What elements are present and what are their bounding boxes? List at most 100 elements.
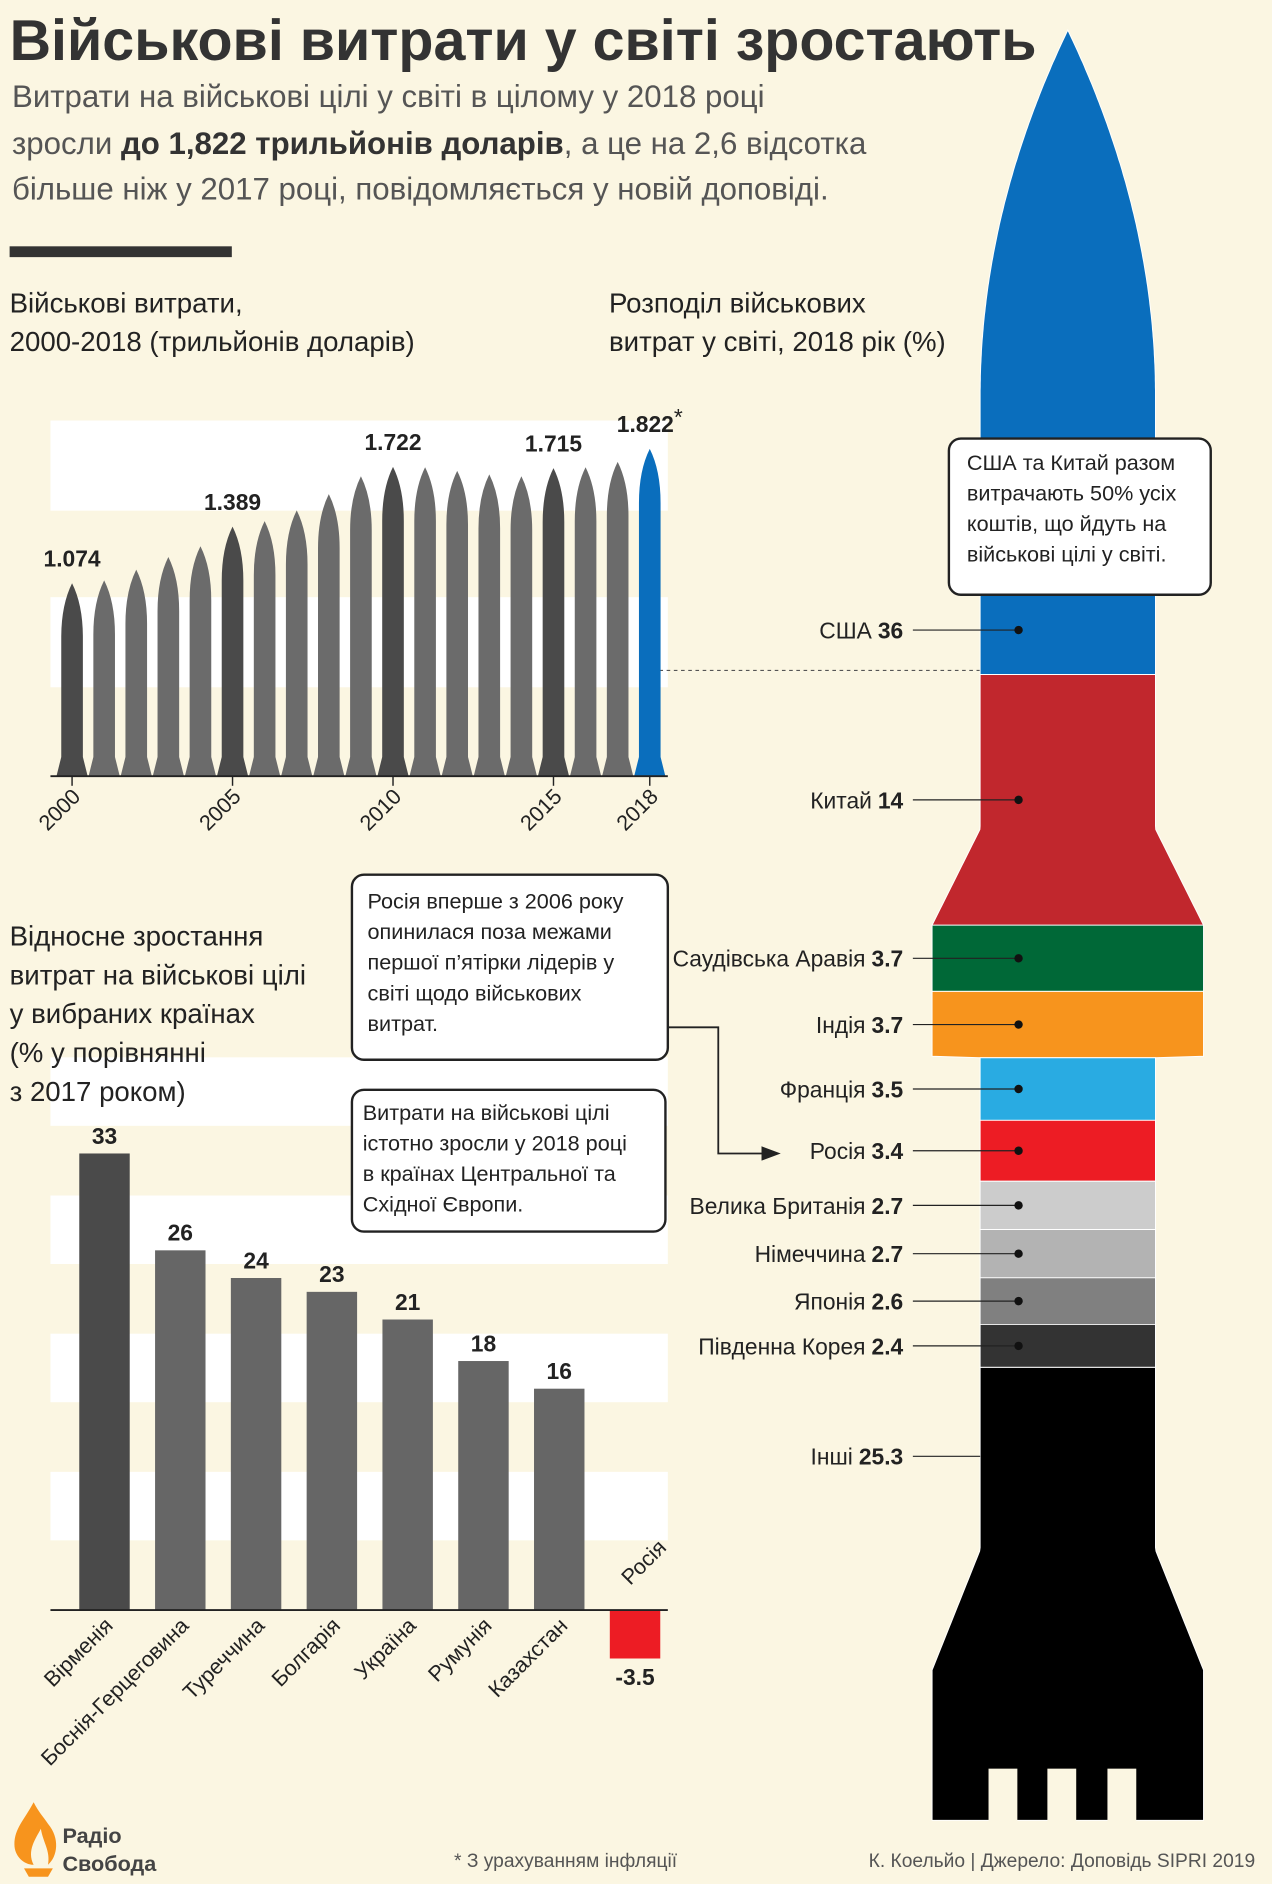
value-label: 1.715: [525, 430, 582, 456]
rocket-bar: [441, 470, 473, 777]
segment-name: Японія: [794, 1289, 866, 1315]
rocket-bar: [634, 448, 666, 777]
logo-text: Радіо: [62, 1823, 121, 1848]
segment-name: Велика Британія: [690, 1193, 866, 1219]
divider: [9, 246, 232, 258]
segment-label: Росія 3.4: [810, 1138, 904, 1164]
subtitle: більше ніж у 2017 році, повідомляється у…: [12, 171, 829, 206]
footnote: * З урахуванням інфляції: [454, 1851, 678, 1872]
rocket-bar: [409, 467, 441, 777]
annotation-text: витрат.: [368, 1011, 439, 1036]
logo-icon: [14, 1802, 57, 1877]
leader-dot: [1014, 1296, 1023, 1306]
subtitle-bold: до 1,822 трильйонів доларів: [121, 126, 564, 161]
rocket-bar: [505, 476, 538, 777]
annotation-text: витрачають 50% усіх: [967, 480, 1177, 505]
subtitle-part: Витрати на військові цілі у світі в ціло…: [12, 79, 765, 114]
subtitle: зросли до 1,822 трильйонів доларів, а це…: [12, 126, 867, 161]
callout-box: [350, 1088, 667, 1233]
rocket-segment: [931, 1366, 1205, 1821]
annotation-text: США та Китай разом: [967, 450, 1175, 475]
segment-value: 3.7: [872, 1012, 904, 1038]
leader-dot: [1014, 1201, 1023, 1210]
segment-label: Велика Британія 2.7: [690, 1193, 904, 1219]
rocket-bar: [216, 526, 249, 777]
leader-dot: [1014, 1020, 1023, 1029]
bar: [382, 1319, 433, 1611]
value-label-group: 1.074: [44, 545, 101, 571]
source: К. Коельйо | Джерело: Доповідь SIPRI 201…: [869, 1851, 1256, 1872]
annotation-text: істотно зросли у 2018 році: [363, 1130, 627, 1155]
segment-label: Франція 3.5: [780, 1076, 904, 1102]
segment-value: 25.3: [859, 1444, 903, 1470]
segment-value: 3.4: [872, 1138, 904, 1164]
bar: [230, 1278, 282, 1611]
rocket-bar: [120, 569, 152, 777]
fin-notch: [988, 1768, 1018, 1822]
segment-name: Росія: [810, 1138, 866, 1164]
segment-name: Китай: [810, 787, 872, 813]
rocket-bar: [345, 476, 377, 777]
chart-title: витрат на військові цілі: [10, 959, 306, 990]
value-label-group: 1.389: [204, 489, 261, 515]
logo-text: Свобода: [62, 1851, 157, 1876]
segment-value: 2.6: [872, 1289, 904, 1315]
bar: [534, 1388, 585, 1611]
note-mark: *: [674, 404, 683, 430]
title: Військові витрати у світі зростають: [10, 9, 1037, 73]
leader-dot: [1014, 1341, 1023, 1351]
chart-title: витрат у світі, 2018 рік (%): [609, 326, 946, 357]
value-label: 24: [243, 1247, 269, 1273]
fin-notch: [1047, 1768, 1077, 1822]
annotation-text: світі щодо військових: [368, 980, 582, 1005]
value-label: 26: [168, 1220, 193, 1246]
annotation-text: Східної Європи.: [363, 1192, 524, 1217]
chart-title: Військові витрати,: [10, 287, 243, 318]
segment-name: Франція: [780, 1076, 866, 1102]
leader-dot: [1014, 795, 1023, 805]
value-label: 16: [547, 1358, 572, 1384]
segment-label: Індія 3.7: [816, 1012, 903, 1038]
value-label: 1.822: [617, 411, 674, 437]
logo-flame: [14, 1802, 57, 1865]
segment-value: 2.7: [872, 1193, 904, 1219]
chart-title: 2000-2018 (трильйонів доларів): [10, 326, 415, 357]
bar: [155, 1250, 206, 1611]
segment-label: Китай 14: [810, 787, 903, 813]
segment-value: 3.7: [872, 946, 904, 972]
segment-value: 14: [878, 787, 904, 813]
logo-base: [24, 1868, 53, 1877]
segment-label: США 36: [819, 617, 903, 643]
segment-label: Саудівська Аравія 3.7: [673, 946, 904, 972]
segment-name: Південна Корея: [698, 1333, 865, 1359]
rocket-bar: [602, 461, 634, 777]
chart-title: Відносне зростання: [10, 921, 264, 952]
rocket-bar: [473, 474, 505, 777]
chart-title: (% у порівнянні: [10, 1037, 206, 1068]
value-label-group: 1.822*: [617, 404, 683, 437]
leader-dot: [1014, 954, 1023, 963]
fin-notch: [1107, 1768, 1137, 1822]
value-label: 33: [92, 1123, 117, 1149]
segment-label: Південна Корея 2.4: [698, 1333, 903, 1359]
value-label: 1.389: [204, 489, 261, 515]
rocket-bar: [281, 510, 313, 777]
value-label: 1.074: [44, 545, 101, 571]
segment-name: США: [819, 617, 872, 643]
segment-label: Німеччина 2.7: [755, 1241, 904, 1267]
rocket-bar: [152, 557, 184, 777]
annotation-text: в країнах Центральної та: [363, 1161, 617, 1186]
rocket-bar: [377, 466, 409, 777]
annotation-text: опинилася поза межами: [368, 919, 612, 944]
chart-title: з 2017 роком): [10, 1076, 186, 1107]
bar: [306, 1291, 358, 1611]
bar: [609, 1610, 661, 1659]
segment-name: Саудівська Аравія: [673, 946, 866, 972]
callout-box: [947, 437, 1212, 596]
callout-arrow: [667, 1026, 764, 1155]
segment-label: Інші 25.3: [811, 1444, 904, 1470]
value-label: 1.722: [364, 429, 421, 455]
callout-box: [350, 873, 670, 1061]
rocket-bar: [249, 521, 281, 777]
